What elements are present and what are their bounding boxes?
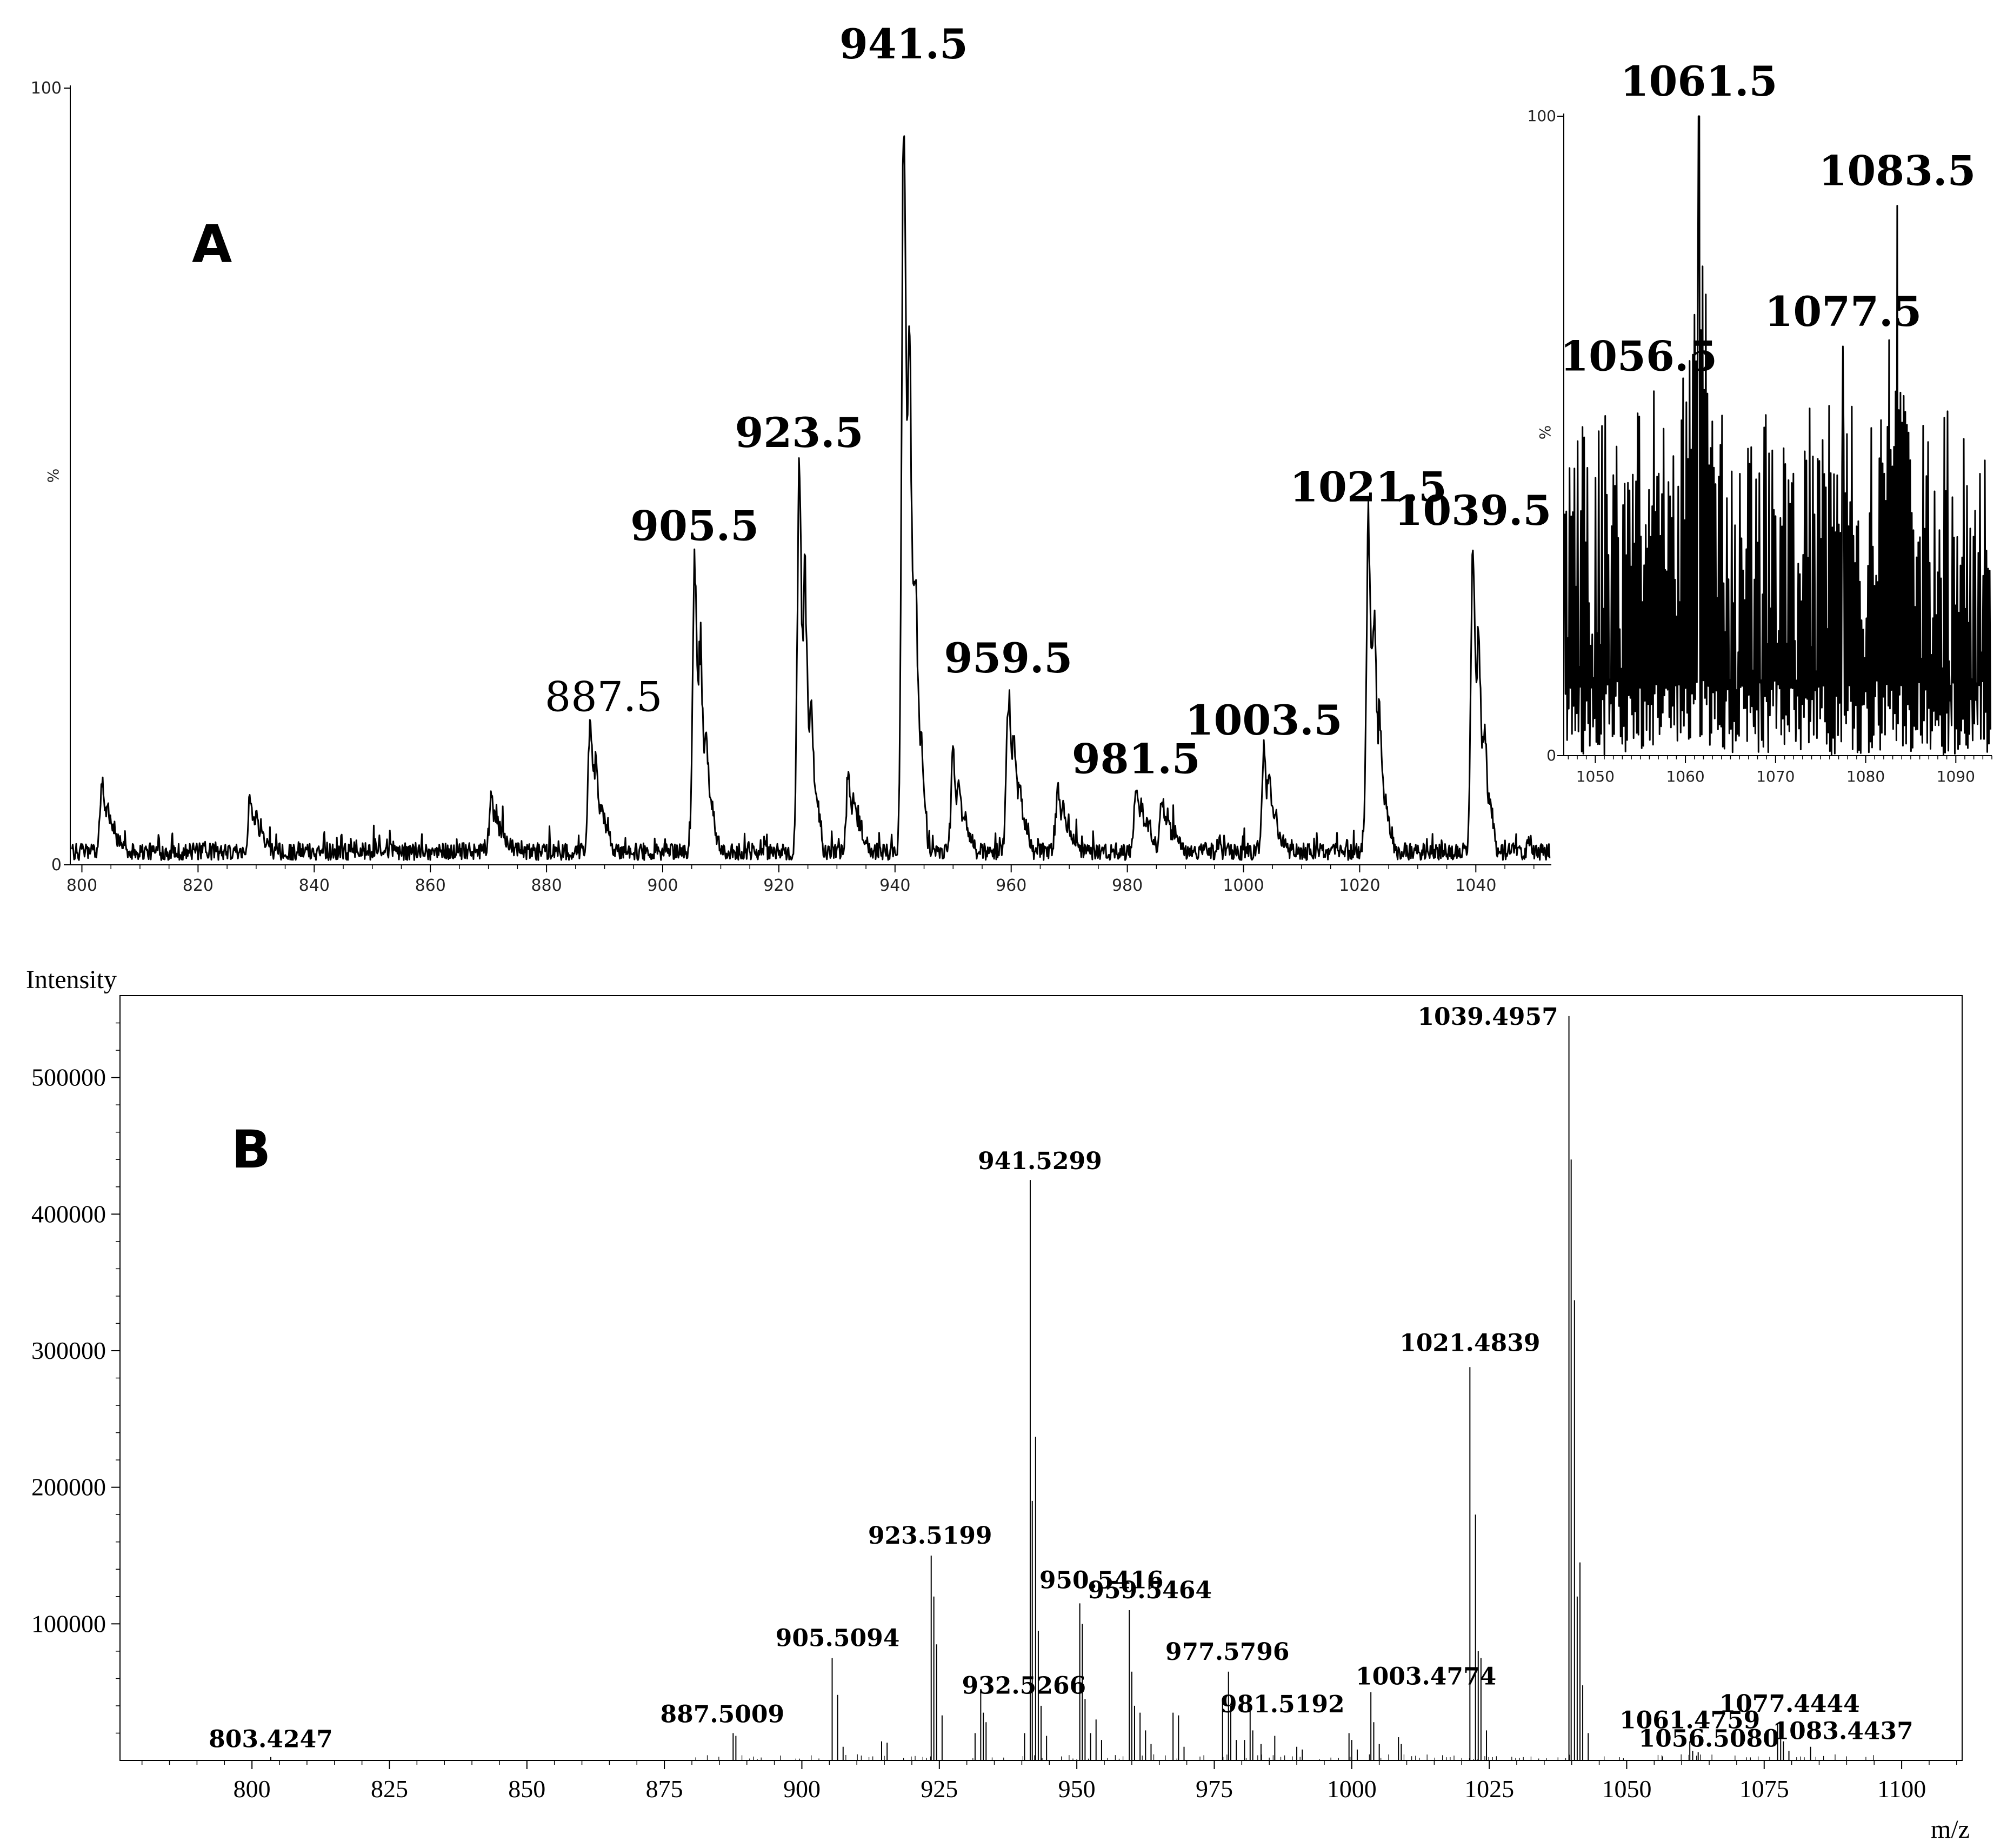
- panel-b-peak-label: 941.5299: [978, 1148, 1102, 1175]
- panel-b-x-tick-label: 1075: [1739, 1775, 1789, 1803]
- inset-axes: [1563, 114, 1992, 756]
- panel-b-y-tick-label: 300000: [31, 1337, 106, 1364]
- panel-a-x-tick-label: 900: [647, 876, 678, 895]
- panel-a-peak-label: 941.5: [839, 20, 968, 68]
- panel-b-x-tick-label: 1100: [1877, 1775, 1926, 1803]
- panel-b-peak-label: 1083.4437: [1773, 1718, 1913, 1745]
- inset-peak-labels: 1056.5 1061.5 1077.5 1083.5: [1560, 57, 1976, 381]
- panel-a-y-tick-label: 100: [31, 79, 62, 98]
- inset-x-tick-label: 1090: [1937, 768, 1975, 785]
- panel-b-x-tick-label: 825: [371, 1775, 408, 1803]
- panel-b-peak-label: 932.5266: [962, 1672, 1086, 1700]
- inset-x-tick-label: 1050: [1576, 768, 1615, 785]
- panel-a-peak-label: 1039.5: [1395, 486, 1552, 535]
- inset-x-ticks: 1050 1060 1070 1080 1090: [1568, 756, 1992, 785]
- panel-b-peak-label: 950.5416: [1039, 1566, 1164, 1594]
- panel-a-y-axis-label: %: [44, 469, 62, 483]
- inset-x-tick-label: 1070: [1756, 768, 1795, 785]
- panel-a-x-tick-label: 1020: [1339, 876, 1380, 895]
- panel-a-peak-label: 959.5: [944, 634, 1072, 682]
- panel-a-x-tick-label: 840: [299, 876, 330, 895]
- panel-a-peak-label: 981.5: [1072, 735, 1201, 783]
- panel-a-x-tick-label: 940: [879, 876, 910, 895]
- panel-b-y-ticks: 100000 200000 300000 400000 500000: [31, 1022, 120, 1734]
- panel-a-x-ticks: 800 820 840 860 880 900 920 940 960 980 1000 1020 10…: [66, 865, 1535, 895]
- panel-b-peak-label: 981.5192: [1221, 1691, 1345, 1718]
- panel-b-peak-label: 1077.4444: [1719, 1690, 1860, 1718]
- inset-x-tick-label: 1060: [1666, 768, 1704, 785]
- panel-b-y-tick-label: 500000: [31, 1064, 106, 1091]
- inset-x-tick-label: 1080: [1846, 768, 1885, 785]
- panel-b-y-tick-label: 100000: [31, 1610, 106, 1637]
- panel-a-x-tick-label: 800: [66, 876, 97, 895]
- panel-a-y-tick-label: 0: [51, 856, 62, 875]
- inset-peak-label: 1083.5: [1818, 147, 1976, 195]
- inset-peak-label: 1077.5: [1764, 288, 1922, 336]
- panel-a-y-ticks: 0 100: [31, 79, 70, 875]
- inset-peak-label: 1061.5: [1621, 57, 1778, 105]
- panel-b-label: B: [231, 1119, 271, 1180]
- panel-b-peak-label: 905.5094: [776, 1624, 900, 1652]
- inset-y-ticks: 0 100: [1528, 107, 1564, 764]
- panel-b-peak-label: 887.5009: [661, 1700, 785, 1728]
- panel-a-x-tick-label: 920: [763, 876, 794, 895]
- panel-b-peak-label: 803.4247: [209, 1726, 333, 1753]
- panel-b-x-tick-label: 875: [646, 1775, 683, 1803]
- panel-b-y-axis-label: Intensity: [26, 965, 117, 994]
- panel-b-peak-label: 1039.4957: [1417, 1003, 1558, 1031]
- panel-b-peak-label: 1003.4774: [1356, 1663, 1496, 1691]
- panel-b-x-tick-label: 975: [1196, 1775, 1233, 1803]
- panel-b-x-tick-label: 1050: [1602, 1775, 1651, 1803]
- panel-a-peak-label: 923.5: [735, 409, 864, 457]
- panel-a-x-tick-label: 880: [531, 876, 562, 895]
- panel-b: B Intensity m/z 800 825 850 875 900 925 950 975…: [26, 965, 1970, 1844]
- panel-b-x-axis-label: m/z: [1931, 1815, 1970, 1844]
- panel-b-peak-label: 1056.5080: [1639, 1725, 1779, 1752]
- panel-b-x-tick-label: 1000: [1327, 1775, 1377, 1803]
- panel-a-x-tick-label: 860: [415, 876, 446, 895]
- inset-spectrum-line: [1564, 115, 1991, 757]
- panel-b-x-tick-label: 925: [921, 1775, 958, 1803]
- panel-a-x-tick-label: 980: [1112, 876, 1143, 895]
- panel-b-peak-labels: 803.4247 887.5009 905.5094 923.5199 932.5266…: [209, 1003, 1913, 1753]
- panel-b-y-tick-label: 200000: [31, 1473, 106, 1501]
- inset-y-tick-label: 0: [1546, 746, 1556, 764]
- panel-b-x-tick-label: 800: [234, 1775, 271, 1803]
- panel-b-x-tick-label: 950: [1058, 1775, 1096, 1803]
- panel-a-x-tick-label: 820: [183, 876, 214, 895]
- panel-a-label: A: [192, 214, 232, 275]
- panel-a-peak-label: 887.5: [545, 673, 663, 721]
- panel-a-peak-label: 1003.5: [1185, 696, 1343, 744]
- panel-b-peak-label: 923.5199: [868, 1522, 992, 1550]
- panel-b-x-tick-label: 1025: [1464, 1775, 1514, 1803]
- panel-a-spectrum-line: [71, 135, 1551, 861]
- panel-b-peak-sticks: [270, 1016, 1874, 1760]
- panel-b-peak-label: 1021.4839: [1399, 1329, 1540, 1357]
- panel-b-peak-label: 977.5796: [1165, 1638, 1290, 1666]
- inset-y-axis-label: %: [1536, 425, 1554, 440]
- inset-peak-label: 1056.5: [1560, 332, 1717, 381]
- inset-y-tick-label: 100: [1528, 107, 1556, 125]
- panel-a-x-tick-label: 1040: [1455, 876, 1496, 895]
- panel-a-axes: [70, 85, 1551, 865]
- panel-b-peak-label: 959.5464: [1088, 1577, 1212, 1604]
- panel-a-x-tick-label: 960: [996, 876, 1026, 895]
- panel-b-x-tick-label: 850: [508, 1775, 545, 1803]
- panel-a-x-tick-label: 1000: [1223, 876, 1264, 895]
- panel-a-peak-label: 1021.5: [1290, 463, 1447, 511]
- panel-a: A % 800 820 840 860 880 900 920 940 960 980 1000 10…: [31, 20, 1552, 895]
- panel-b-x-tick-label: 900: [783, 1775, 821, 1803]
- panel-b-peak-label: 1061.4759: [1619, 1707, 1760, 1734]
- panel-b-y-tick-label: 400000: [31, 1200, 106, 1227]
- panel-a-inset: % 1050 1060 1070 1080 1090 0 100 1056.5 1061.5…: [1528, 57, 1992, 785]
- panel-b-x-ticks: 800 825 850 875 900 925 950 975 1000 1025 1050 1075…: [141, 1760, 1957, 1803]
- panel-a-peak-label: 905.5: [630, 502, 759, 550]
